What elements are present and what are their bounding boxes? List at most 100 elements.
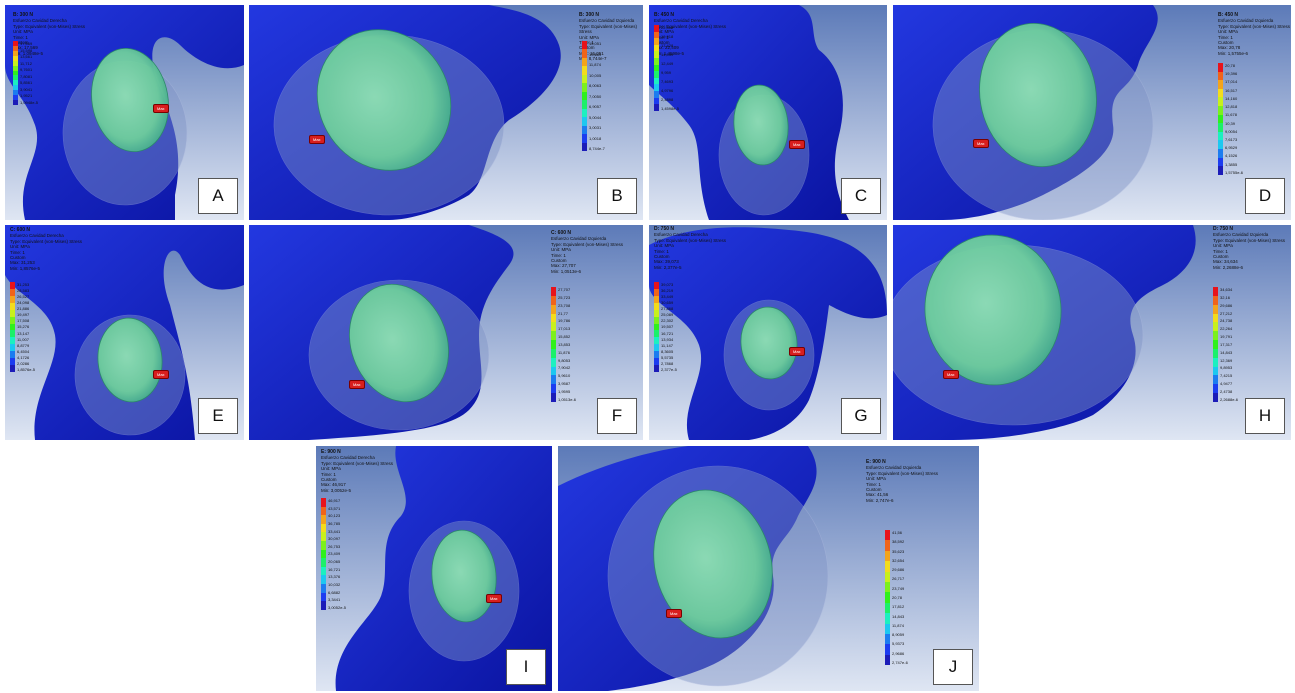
cartilage-surface — [97, 317, 163, 403]
legend-tick-label: 16,721 — [328, 566, 341, 572]
legend-swatch — [10, 288, 15, 296]
legend-color-bar — [1218, 63, 1223, 175]
max-stress-marker: Max — [789, 347, 805, 356]
legend-swatch — [1213, 287, 1218, 296]
legend-tick-label: 19,786 — [558, 318, 571, 324]
legend-swatch — [10, 365, 15, 372]
info-line: Custom — [654, 254, 670, 260]
result-info: B: 450 N Esfuerzo Cavidad Izquierda Type: … — [1218, 12, 1291, 56]
legend-ticks: 31,253 28,583 26,527 24,098 21,886 19,497 17,5… — [17, 282, 35, 372]
legend-tick-label: 11,007 — [17, 336, 29, 342]
info-line: Esfuerzo Cavidad Derecha — [321, 455, 375, 461]
info-line: Unit: MPa — [1218, 29, 1238, 35]
panel-b: B: 300 N Esfuerzo Cavidad Izquierda Type: … — [249, 5, 643, 220]
legend-swatch — [321, 558, 326, 567]
legend-swatch — [654, 337, 659, 345]
legend-swatch — [13, 80, 18, 86]
legend-tick-label: 19,791 — [1220, 334, 1233, 340]
info-line: D: 750 N — [1213, 226, 1234, 232]
legend-color-bar — [885, 530, 890, 666]
info-line: D: 750 N — [654, 226, 675, 232]
legend-tick-label: 9,0054 — [1225, 128, 1238, 134]
legend-swatch — [10, 344, 15, 352]
color-legend: 39,073 36,219 33,449 30,659 27,868 25,089 22,3… — [654, 282, 677, 372]
color-legend: 34,634 32,16 29,686 27,212 24,738 22,264 19,79… — [1213, 287, 1238, 402]
legend-tick-label: 5,8561 — [20, 80, 33, 86]
legend-tick-label: 15,051 — [589, 41, 602, 46]
legend-swatch — [10, 302, 15, 310]
legend-swatch — [551, 340, 556, 349]
legend-tick-label: 11,874 — [892, 622, 904, 628]
max-stress-marker: Max — [486, 594, 502, 603]
legend-swatch — [885, 550, 890, 562]
legend-tick-label: 9,8953 — [1220, 365, 1233, 371]
cartilage-surface — [979, 22, 1097, 168]
legend-swatch — [1218, 140, 1223, 150]
legend-tick-label: 39,073 — [661, 282, 674, 287]
info-line: E: 900 N — [321, 449, 341, 455]
legend-swatch — [885, 540, 890, 551]
legend-swatch — [10, 358, 15, 366]
legend-tick-label: 6,9529 — [1225, 145, 1238, 151]
legend-color-bar — [551, 287, 556, 402]
info-line: Custom — [654, 40, 670, 46]
legend-tick-label: 20,065 — [328, 559, 341, 565]
legend-swatch — [582, 142, 587, 152]
legend-tick-label: 1,3855 — [1225, 161, 1238, 167]
legend-color-bar — [13, 41, 18, 105]
cartilage-surface — [431, 529, 497, 623]
legend-tick-label: 22,264 — [1220, 326, 1233, 332]
legend-tick-label: 9,8053 — [558, 357, 571, 363]
legend-swatch — [13, 85, 18, 91]
legend-tick-label: 19,497 — [17, 312, 30, 318]
fem-scene — [893, 225, 1291, 440]
legend-tick-label: 17,508 — [17, 318, 30, 324]
legend-tick-label: 13,669 — [589, 51, 602, 57]
legend-swatch — [10, 316, 15, 324]
info-line: Min: 2,2688e-6 — [1213, 264, 1244, 270]
info-line: Type: Equivalent (von-Mises) Stress — [866, 470, 939, 476]
color-legend: 17,569 15,598 13,661 11,712 9,7601 7,8081 5,85… — [13, 41, 38, 105]
result-info: B: 300 N Esfuerzo Cavidad Derecha Type: Eq… — [13, 12, 85, 56]
info-line: Unit: MPa — [551, 247, 571, 253]
legend-swatch — [654, 316, 659, 324]
legend-swatch — [10, 309, 15, 317]
info-line: Esfuerzo Cavidad Izquierda — [1213, 232, 1269, 238]
legend-ticks: 46,917 43,571 40,123 36,785 33,441 30,097 26,7… — [328, 498, 346, 610]
legend-swatch — [10, 295, 15, 303]
legend-swatch — [1218, 88, 1223, 98]
legend-tick-label: 2,7868 — [661, 360, 674, 366]
info-line: Esfuerzo Cavidad Derecha — [654, 232, 708, 238]
legend-ticks: 34,634 32,16 29,686 27,212 24,738 22,264 19,79… — [1220, 287, 1238, 402]
legend-tick-label: 12,369 — [1220, 357, 1233, 363]
legend-tick-label: 16,517 — [1225, 87, 1238, 93]
legend-ticks: 20,78 19,396 17,014 16,517 14,160 12,818 11,67… — [1225, 63, 1243, 175]
info-line: Type: Equivalent (von-Mises) Stress — [321, 460, 394, 466]
legend-swatch — [1213, 393, 1218, 402]
legend-tick-label: 31,253 — [17, 282, 30, 287]
info-line: Type: Equivalent (von-Mises) Stress — [1218, 23, 1291, 29]
info-line: Esfuerzo Cavidad Derecha — [13, 18, 67, 24]
legend-swatch — [654, 64, 659, 72]
legend-swatch — [321, 592, 326, 602]
fem-scene — [249, 225, 643, 440]
legend-swatch — [1213, 295, 1218, 305]
legend-tick-label: 11,876 — [558, 349, 570, 355]
legend-swatch — [654, 282, 659, 289]
legend-swatch — [1218, 97, 1223, 107]
info-line: Unit: MPa — [866, 476, 886, 482]
legend-swatch — [321, 584, 326, 593]
legend-swatch — [654, 358, 659, 366]
legend-swatch — [1218, 71, 1223, 81]
legend-swatch — [1213, 384, 1218, 394]
info-line: Min: 1,8576e-5 — [10, 265, 41, 271]
legend-swatch — [10, 330, 15, 338]
legend-ticks: 39,073 36,219 33,449 30,659 27,868 25,089 22,3… — [661, 282, 677, 372]
legend-swatch — [654, 330, 659, 338]
legend-swatch — [1213, 313, 1218, 323]
legend-tick-label: 19,507 — [661, 324, 674, 330]
legend-swatch — [1213, 375, 1218, 385]
info-line: Max: 22,409 — [654, 45, 679, 51]
fem-scene — [893, 5, 1291, 220]
legend-color-bar — [654, 282, 659, 372]
